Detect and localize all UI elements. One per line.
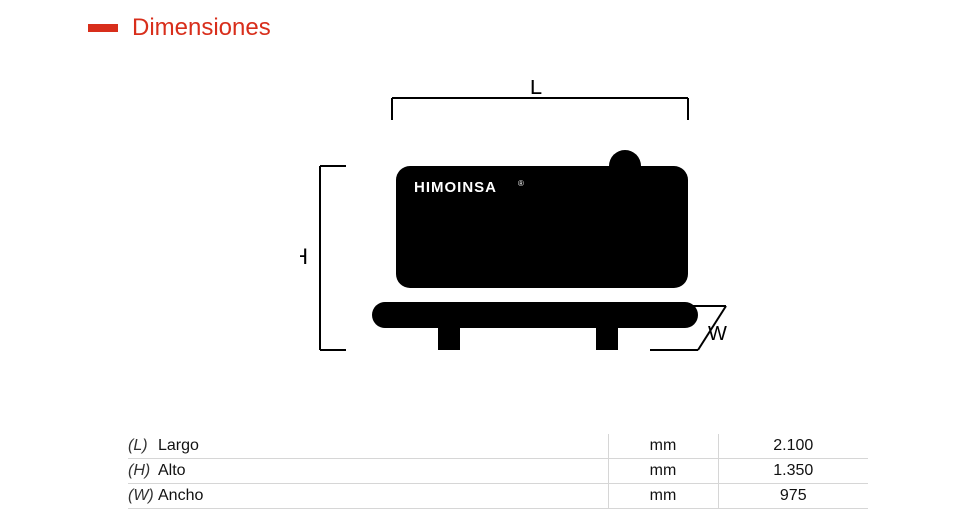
table-row: (W) Ancho mm 975 [128,484,868,509]
registered-icon: ® [518,179,524,188]
generator-foot [438,328,460,350]
dim-value: 2.100 [718,434,868,459]
generator-foot [596,328,618,350]
section-header: Dimensiones [88,14,271,42]
generator-base [372,302,698,328]
dim-value: 1.350 [718,459,868,484]
dim-code: (H) [128,459,158,484]
dimensions-diagram: L H HIMOINSA ® W [300,80,730,370]
label-L: L [530,80,542,99]
dim-value: 975 [718,484,868,509]
dim-code: (L) [128,434,158,459]
dim-label: Ancho [158,484,608,509]
dim-code: (W) [128,484,158,509]
table-row: (L) Largo mm 2.100 [128,434,868,459]
label-H: H [300,244,308,269]
label-W: W [708,323,727,345]
dim-unit: mm [608,434,718,459]
dimensions-table: (L) Largo mm 2.100 (H) Alto mm 1.350 (W)… [128,434,868,509]
dim-label: Alto [158,459,608,484]
generator-cap [609,150,641,182]
header-accent-bar [88,24,118,32]
bracket-L [392,98,688,120]
dim-unit: mm [608,459,718,484]
brand-label: HIMOINSA [414,179,497,196]
section-title: Dimensiones [132,14,271,42]
bracket-H [320,166,346,350]
dim-unit: mm [608,484,718,509]
dim-label: Largo [158,434,608,459]
table-row: (H) Alto mm 1.350 [128,459,868,484]
